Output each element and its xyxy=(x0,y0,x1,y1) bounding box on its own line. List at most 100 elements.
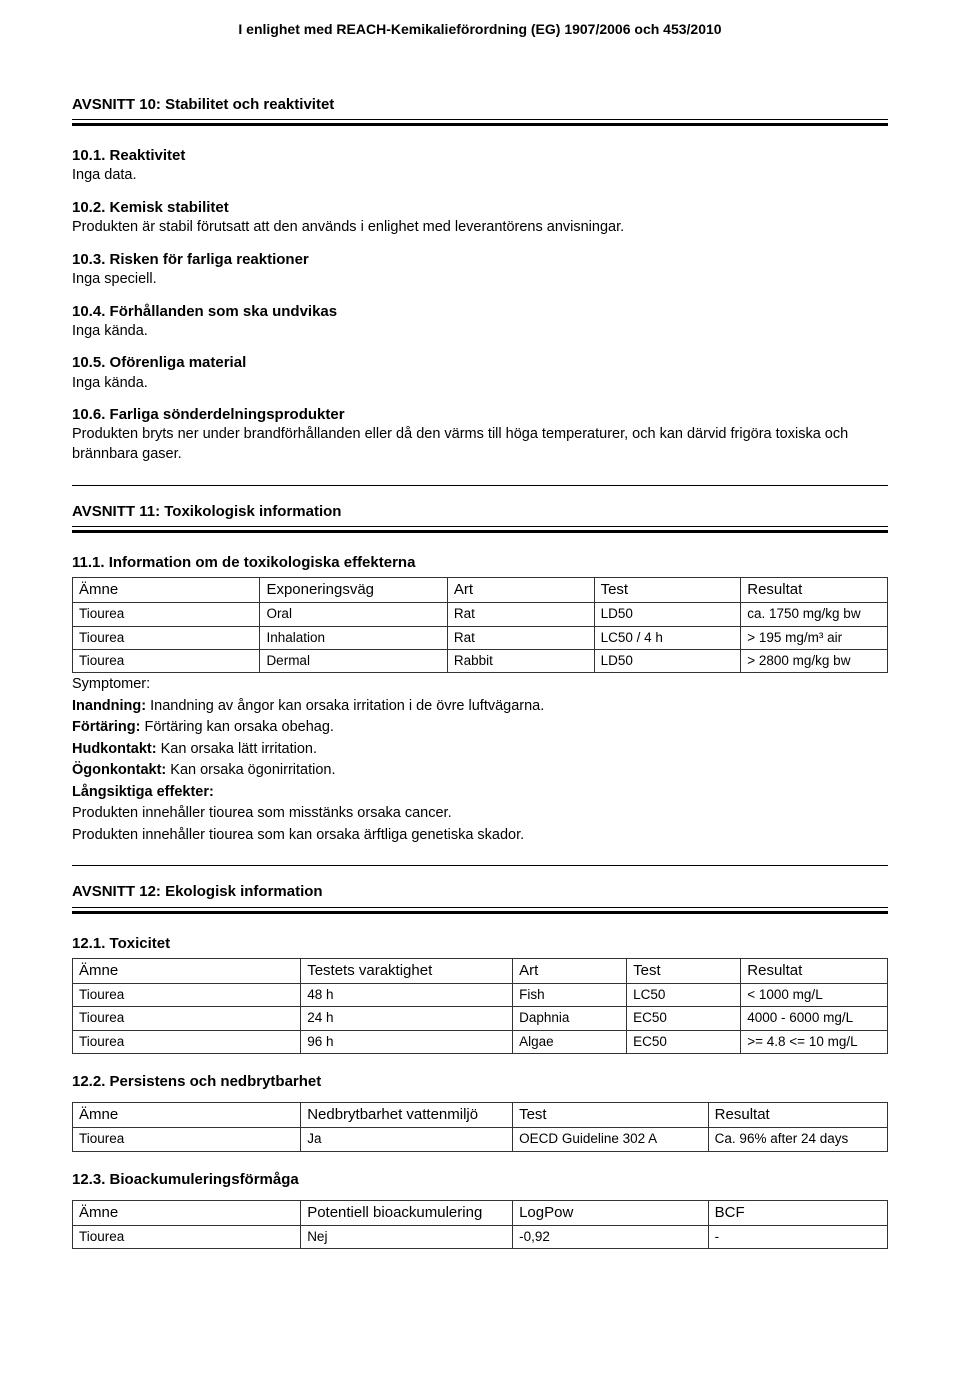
label: Inandning: xyxy=(72,698,146,714)
heading-10-3: 10.3. Risken för farliga reaktioner xyxy=(72,250,888,270)
table-cell: Tiourea xyxy=(73,1007,301,1030)
label: Ögonkontakt: xyxy=(72,762,166,778)
table-cell: 96 h xyxy=(301,1030,513,1053)
table-cell: Tiourea xyxy=(73,1226,301,1249)
table-header-cell: Ämne xyxy=(73,578,260,603)
table-cell: Algae xyxy=(513,1030,627,1053)
table-header-cell: Nedbrytbarhet vattenmiljö xyxy=(301,1103,513,1128)
table-cell: OECD Guideline 302 A xyxy=(513,1128,709,1151)
heading-10-6: 10.6. Farliga sönderdelningsprodukter xyxy=(72,405,888,425)
table-row: Tiourea48 hFishLC50< 1000 mg/L xyxy=(73,984,888,1007)
heading-10-4: 10.4. Förhållanden som ska undvikas xyxy=(72,302,888,322)
long-term-line-2: Produkten innehåller tiourea som kan ors… xyxy=(72,826,888,846)
table-row: TioureaJaOECD Guideline 302 ACa. 96% aft… xyxy=(73,1128,888,1151)
table-header-cell: Testets varaktighet xyxy=(301,958,513,983)
table-cell: > 195 mg/m³ air xyxy=(741,626,888,649)
divider xyxy=(72,119,888,120)
text-10-5: Inga kända. xyxy=(72,374,888,394)
table-cell: Tiourea xyxy=(73,649,260,672)
table-cell: - xyxy=(708,1226,887,1249)
text-10-1: Inga data. xyxy=(72,166,888,186)
table-cell: LC50 xyxy=(627,984,741,1007)
heading-12-3: 12.3. Bioackumuleringsförmåga xyxy=(72,1170,888,1190)
label: Hudkontakt: xyxy=(72,741,157,757)
table-cell: 48 h xyxy=(301,984,513,1007)
table-cell: EC50 xyxy=(627,1007,741,1030)
table-header-cell: Test xyxy=(627,958,741,983)
table-cell: > 2800 mg/kg bw xyxy=(741,649,888,672)
table-header-cell: Test xyxy=(594,578,741,603)
toxicity-table: ÄmneTestets varaktighetArtTestResultatTi… xyxy=(72,958,888,1054)
table-cell: Tiourea xyxy=(73,984,301,1007)
text: Kan orsaka lätt irritation. xyxy=(157,741,317,757)
table-cell: Ca. 96% after 24 days xyxy=(708,1128,887,1151)
page-header: I enlighet med REACH-Kemikalieförordning… xyxy=(72,20,888,39)
heading-11-1: 11.1. Information om de toxikologiska ef… xyxy=(72,553,888,573)
table-header-cell: Test xyxy=(513,1103,709,1128)
bioaccumulation-table: ÄmnePotentiell bioackumuleringLogPowBCFT… xyxy=(72,1200,888,1249)
symptom-eye: Ögonkontakt: Kan orsaka ögonirritation. xyxy=(72,761,888,781)
persistence-table: ÄmneNedbrytbarhet vattenmiljöTestResulta… xyxy=(72,1102,888,1151)
text: Inandning av ångor kan orsaka irritation… xyxy=(146,698,544,714)
table-cell: Inhalation xyxy=(260,626,447,649)
table-cell: < 1000 mg/L xyxy=(741,984,888,1007)
divider xyxy=(72,526,888,527)
table-cell: 4000 - 6000 mg/L xyxy=(741,1007,888,1030)
text-10-3: Inga speciell. xyxy=(72,270,888,290)
heading-10-5: 10.5. Oförenliga material xyxy=(72,353,888,373)
heading-10-2: 10.2. Kemisk stabilitet xyxy=(72,198,888,218)
table-cell: Ja xyxy=(301,1128,513,1151)
text: Förtäring kan orsaka obehag. xyxy=(140,719,333,735)
divider-thick xyxy=(72,911,888,914)
long-term-line-1: Produkten innehåller tiourea som misstän… xyxy=(72,804,888,824)
symptoms-heading: Symptomer: xyxy=(72,675,888,695)
heading-12-1: 12.1. Toxicitet xyxy=(72,934,888,954)
table-cell: ca. 1750 mg/kg bw xyxy=(741,603,888,626)
table-row: Tiourea96 hAlgaeEC50>= 4.8 <= 10 mg/L xyxy=(73,1030,888,1053)
table-cell: >= 4.8 <= 10 mg/L xyxy=(741,1030,888,1053)
heading-12-2: 12.2. Persistens och nedbrytbarhet xyxy=(72,1072,888,1092)
table-cell: Fish xyxy=(513,984,627,1007)
table-row: TioureaNej-0,92- xyxy=(73,1226,888,1249)
table-cell: EC50 xyxy=(627,1030,741,1053)
section-10-body: 10.1. Reaktivitet Inga data. 10.2. Kemis… xyxy=(72,146,888,464)
divider-thick xyxy=(72,530,888,533)
table-row: TioureaOralRatLD50ca. 1750 mg/kg bw xyxy=(73,603,888,626)
table-cell: LC50 / 4 h xyxy=(594,626,741,649)
section-10-title: AVSNITT 10: Stabilitet och reaktivitet xyxy=(72,95,888,115)
table-cell: Tiourea xyxy=(73,1128,301,1151)
section-11-title: AVSNITT 11: Toxikologisk information xyxy=(72,502,888,522)
table-cell: Tiourea xyxy=(73,603,260,626)
symptom-skin: Hudkontakt: Kan orsaka lätt irritation. xyxy=(72,740,888,760)
table-header-cell: Resultat xyxy=(708,1103,887,1128)
table-header-cell: Resultat xyxy=(741,958,888,983)
text: Kan orsaka ögonirritation. xyxy=(166,762,335,778)
table-header-cell: Ämne xyxy=(73,1103,301,1128)
table-header-cell: Art xyxy=(447,578,594,603)
table-header-cell: Exponeringsväg xyxy=(260,578,447,603)
long-term-heading: Långsiktiga effekter: xyxy=(72,783,888,803)
table-cell: Nej xyxy=(301,1226,513,1249)
table-cell: Tiourea xyxy=(73,1030,301,1053)
divider-thick xyxy=(72,123,888,126)
symptom-ingestion: Förtäring: Förtäring kan orsaka obehag. xyxy=(72,718,888,738)
table-cell: LD50 xyxy=(594,603,741,626)
table-cell: LD50 xyxy=(594,649,741,672)
table-cell: 24 h xyxy=(301,1007,513,1030)
table-cell: Tiourea xyxy=(73,626,260,649)
table-header-cell: Potentiell bioackumulering xyxy=(301,1200,513,1225)
table-header-cell: LogPow xyxy=(513,1200,709,1225)
table-header-cell: BCF xyxy=(708,1200,887,1225)
table-cell: Dermal xyxy=(260,649,447,672)
text-10-4: Inga kända. xyxy=(72,322,888,342)
heading-10-1: 10.1. Reaktivitet xyxy=(72,146,888,166)
text-10-6: Produkten bryts ner under brandförhållan… xyxy=(72,425,888,464)
table-cell: Rat xyxy=(447,603,594,626)
table-cell: Rabbit xyxy=(447,649,594,672)
table-cell: -0,92 xyxy=(513,1226,709,1249)
table-row: Tiourea24 hDaphniaEC504000 - 6000 mg/L xyxy=(73,1007,888,1030)
divider xyxy=(72,485,888,486)
section-12-title: AVSNITT 12: Ekologisk information xyxy=(72,882,888,902)
text-10-2: Produkten är stabil förutsatt att den an… xyxy=(72,218,888,238)
table-row: TioureaDermalRabbitLD50> 2800 mg/kg bw xyxy=(73,649,888,672)
